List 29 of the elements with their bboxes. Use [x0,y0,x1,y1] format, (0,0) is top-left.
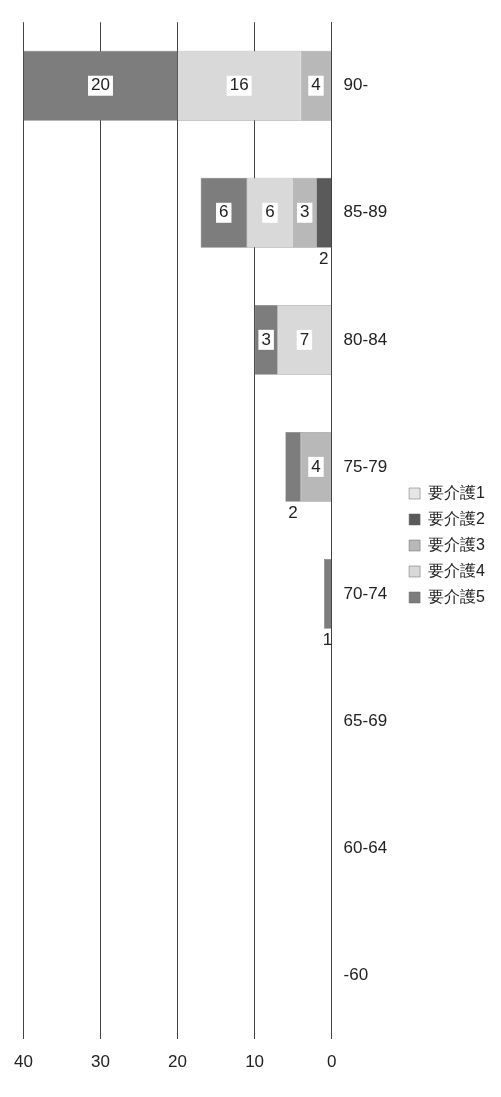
data-label: 2 [318,248,329,268]
data-label: 6 [219,202,229,222]
data-label: 4 [311,75,321,95]
legend-label: 要介護3 [428,535,486,553]
y-tick-label: 70-74 [343,583,388,603]
data-label: 4 [311,456,321,476]
data-label: 20 [91,75,110,95]
y-tick-label: 65-69 [343,710,388,730]
legend-label: 要介護4 [428,561,486,579]
x-tick-label: 10 [245,1052,265,1072]
data-label: 3 [299,202,310,222]
y-tick-label: 75-79 [343,456,388,476]
y-tick-label: 80-84 [343,329,388,349]
data-label: 2 [288,503,298,522]
y-tick-label: 90- [343,75,369,95]
data-label: 16 [229,75,249,95]
x-tick-label: 40 [13,1052,33,1072]
y-tick-label: 85-89 [343,202,388,222]
x-tick-label: 30 [91,1052,110,1072]
y-tick-label: 60-64 [343,837,388,857]
legend-label: 要介護5 [428,587,486,605]
x-tick-label: 20 [168,1052,187,1072]
y-tick-label: -60 [343,964,369,984]
legend-label: 要介護2 [428,509,486,527]
data-label: 7 [299,329,310,349]
legend-label: 要介護1 [428,483,486,501]
x-tick-label: 0 [326,1052,337,1072]
data-label: 3 [261,329,271,349]
data-label: 6 [265,202,275,222]
